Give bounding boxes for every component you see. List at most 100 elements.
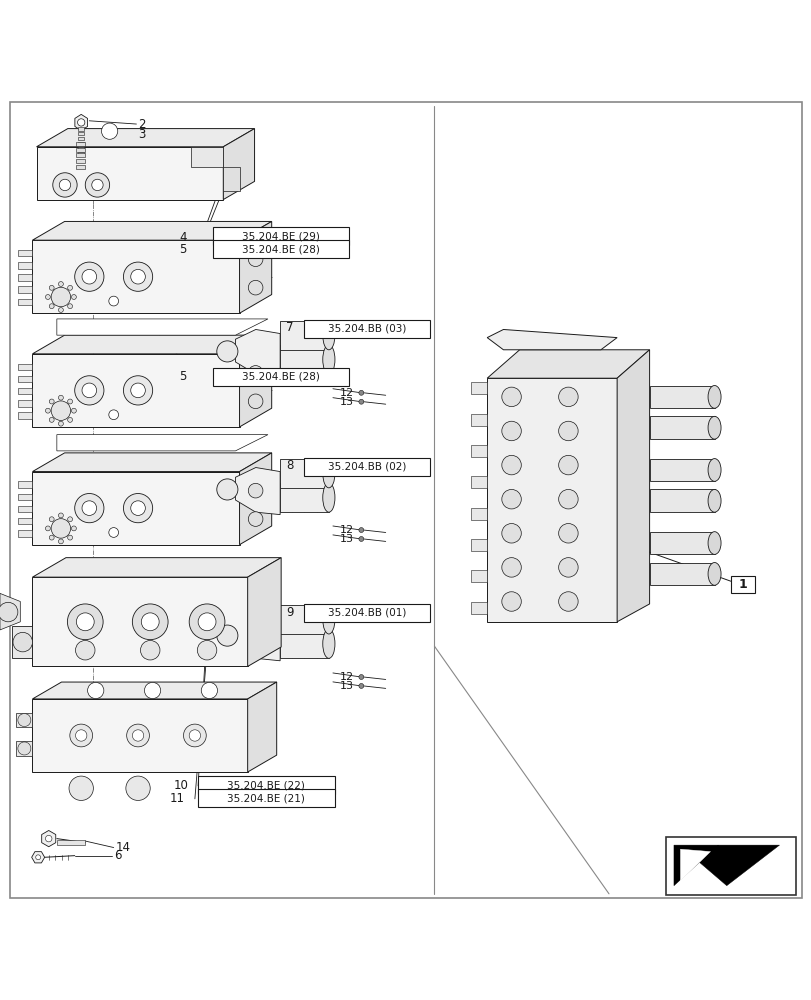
Polygon shape	[487, 329, 616, 350]
Circle shape	[45, 295, 50, 299]
Polygon shape	[32, 240, 239, 313]
Text: 35.204.BE (28): 35.204.BE (28)	[242, 244, 320, 254]
Circle shape	[49, 535, 54, 540]
Polygon shape	[18, 400, 32, 407]
Text: 12: 12	[339, 525, 353, 535]
Circle shape	[558, 421, 577, 441]
Circle shape	[92, 179, 103, 191]
Circle shape	[217, 479, 238, 500]
Polygon shape	[470, 382, 487, 394]
Circle shape	[49, 417, 54, 422]
Text: 35.204.BE (22): 35.204.BE (22)	[227, 780, 305, 790]
Circle shape	[109, 296, 118, 306]
Polygon shape	[32, 558, 281, 577]
Circle shape	[82, 383, 97, 398]
Bar	[75, 148, 85, 152]
Ellipse shape	[707, 532, 720, 554]
Circle shape	[82, 269, 97, 284]
Circle shape	[49, 304, 54, 309]
Bar	[75, 153, 85, 157]
Circle shape	[51, 401, 71, 420]
Circle shape	[51, 287, 71, 307]
Bar	[75, 165, 85, 169]
Circle shape	[67, 285, 72, 290]
Polygon shape	[75, 114, 88, 130]
Bar	[198, 776, 334, 794]
Ellipse shape	[707, 459, 720, 481]
Circle shape	[78, 119, 84, 126]
Polygon shape	[673, 845, 779, 886]
Text: 13: 13	[339, 397, 353, 407]
Text: 13: 13	[339, 681, 353, 691]
Text: 9: 9	[286, 606, 294, 619]
Circle shape	[67, 304, 72, 309]
Circle shape	[45, 835, 52, 842]
Circle shape	[36, 855, 41, 860]
Polygon shape	[649, 459, 714, 481]
Polygon shape	[32, 682, 277, 699]
Polygon shape	[680, 849, 710, 881]
Polygon shape	[235, 468, 280, 515]
Circle shape	[248, 483, 263, 498]
Bar	[78, 152, 84, 155]
Circle shape	[132, 604, 168, 640]
Polygon shape	[18, 364, 32, 370]
Circle shape	[75, 640, 95, 660]
Circle shape	[358, 399, 363, 404]
Circle shape	[131, 269, 145, 284]
Polygon shape	[280, 483, 328, 512]
Text: 35.204.BE (21): 35.204.BE (21)	[227, 793, 305, 803]
Polygon shape	[32, 221, 272, 240]
Circle shape	[501, 421, 521, 441]
Bar	[78, 147, 84, 150]
Circle shape	[140, 640, 160, 660]
Circle shape	[76, 613, 94, 631]
Circle shape	[75, 376, 104, 405]
Circle shape	[49, 517, 54, 522]
Polygon shape	[247, 558, 281, 666]
Polygon shape	[235, 614, 280, 661]
Bar	[78, 142, 84, 145]
Polygon shape	[32, 335, 272, 354]
Polygon shape	[280, 321, 328, 350]
Polygon shape	[280, 605, 328, 634]
Polygon shape	[487, 378, 616, 622]
Polygon shape	[223, 167, 239, 191]
Polygon shape	[18, 388, 32, 394]
Ellipse shape	[707, 386, 720, 408]
Polygon shape	[239, 453, 272, 545]
Polygon shape	[18, 262, 32, 269]
Circle shape	[71, 295, 76, 299]
Circle shape	[197, 640, 217, 660]
Bar	[78, 137, 84, 140]
Polygon shape	[18, 518, 32, 524]
Bar	[212, 368, 349, 386]
Text: 14: 14	[116, 841, 131, 854]
Text: 1: 1	[738, 578, 746, 591]
Circle shape	[67, 517, 72, 522]
Text: 12: 12	[339, 672, 353, 682]
Circle shape	[558, 387, 577, 407]
Bar	[212, 240, 349, 258]
Polygon shape	[16, 713, 32, 727]
Circle shape	[58, 513, 63, 518]
Bar	[665, 837, 795, 895]
Polygon shape	[0, 593, 20, 630]
Text: 10: 10	[174, 779, 188, 792]
Circle shape	[101, 123, 118, 139]
Polygon shape	[649, 416, 714, 439]
Circle shape	[13, 632, 32, 652]
Circle shape	[558, 489, 577, 509]
Circle shape	[189, 730, 200, 741]
Circle shape	[501, 387, 521, 407]
Circle shape	[67, 417, 72, 422]
Circle shape	[558, 455, 577, 475]
Text: 5: 5	[179, 370, 187, 383]
Polygon shape	[235, 329, 280, 377]
Circle shape	[141, 613, 159, 631]
Bar	[57, 840, 85, 845]
Polygon shape	[57, 435, 268, 451]
Text: 11: 11	[170, 792, 185, 805]
Polygon shape	[470, 476, 487, 488]
Polygon shape	[649, 563, 714, 585]
